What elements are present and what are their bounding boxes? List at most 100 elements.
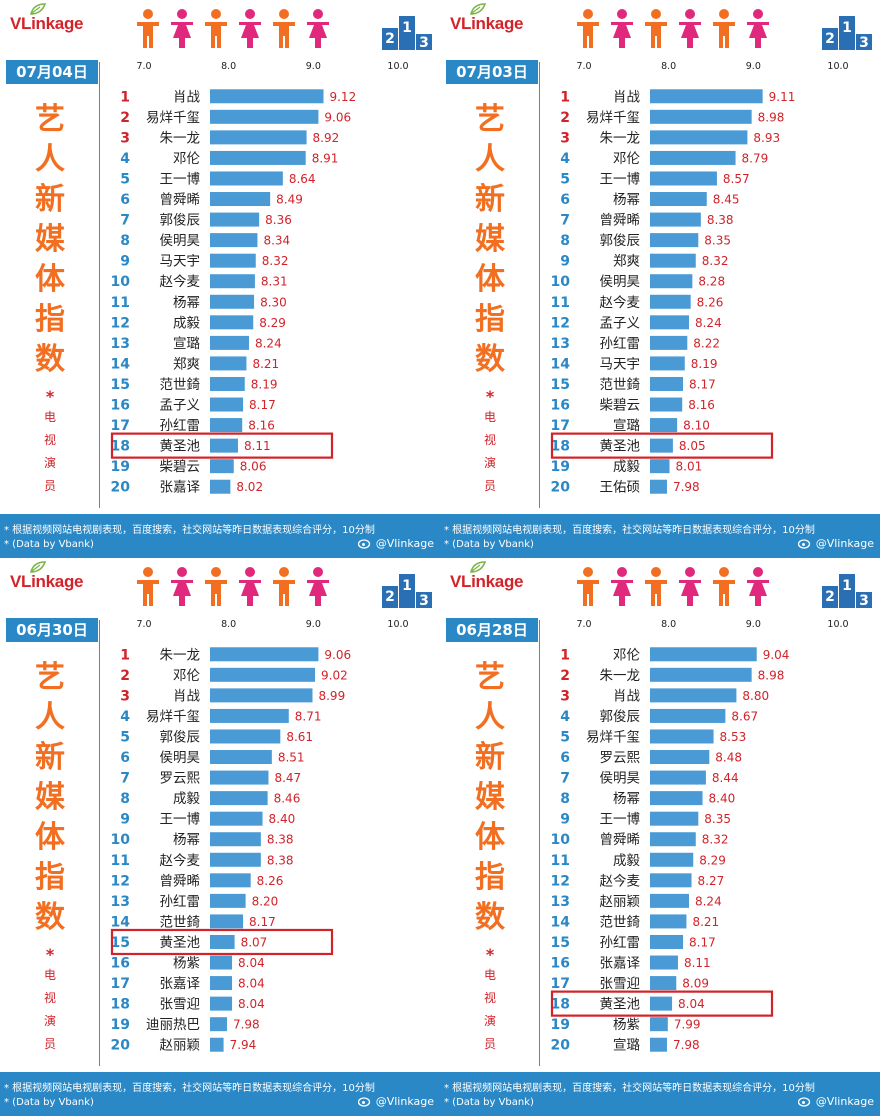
side-title-char: 人 <box>475 142 505 177</box>
score-bar <box>650 109 752 124</box>
score-bar <box>210 914 244 929</box>
side-subtitle-char: 视 <box>483 991 496 1005</box>
score-value: 8.32 <box>262 254 289 268</box>
score-value: 8.04 <box>238 956 265 970</box>
side-subtitle-char: 电 <box>483 968 496 982</box>
celebrity-name: 郭俊辰 <box>600 708 641 725</box>
score-bar <box>650 750 710 765</box>
weibo-handle-text: @Vlinkage <box>372 537 434 550</box>
score-value: 8.24 <box>695 316 722 330</box>
celebrity-name: 马天宇 <box>160 254 201 270</box>
score-value: 8.04 <box>678 997 705 1011</box>
celebrity-name: 杨紫 <box>173 956 200 972</box>
score-bar <box>650 253 696 268</box>
svg-text:3: 3 <box>859 593 869 608</box>
celebrity-name: 邓伦 <box>173 668 200 684</box>
side-title-char: 数 <box>35 342 65 377</box>
score-value: 8.98 <box>758 110 785 124</box>
score-value: 8.05 <box>679 439 706 453</box>
rank-number: 14 <box>551 356 571 372</box>
ranking-panel: VLinkage 2 1 3 06月30日艺人新媒体指数 * 电视演员 7.0 8.0 9.0 10… <box>0 558 440 1116</box>
side-title-char: 人 <box>475 700 505 735</box>
rank-number: 19 <box>111 1017 130 1033</box>
brand-name: VLinkage <box>10 14 84 33</box>
score-value: 7.98 <box>673 1038 700 1052</box>
celebrity-name: 杨紫 <box>613 1017 640 1033</box>
brand-logo: VLinkage <box>450 3 523 34</box>
side-subtitle-char: 演 <box>43 456 56 470</box>
score-value: 8.99 <box>318 689 345 703</box>
side-title-char: 指 <box>475 860 505 895</box>
score-value: 9.12 <box>329 90 356 104</box>
score-value: 9.11 <box>769 90 796 104</box>
side-subtitle: * 电视演员 <box>470 388 510 498</box>
rank-number: 11 <box>551 853 570 869</box>
side-subtitle-char: 电 <box>483 410 496 424</box>
rank-number: 1 <box>120 89 130 105</box>
x-tick-label: 10.0 <box>387 61 408 72</box>
score-bar <box>210 192 271 207</box>
x-tick-label: 9.0 <box>746 619 761 630</box>
score-bar <box>210 294 255 309</box>
score-value: 8.04 <box>238 997 265 1011</box>
celebrity-name: 黄圣池 <box>160 439 201 455</box>
side-subtitle: * 电视演员 <box>30 946 70 1056</box>
celebrity-name: 易烊千玺 <box>586 729 640 745</box>
x-tick-label: 10.0 <box>827 61 848 72</box>
score-value: 8.35 <box>704 234 731 248</box>
score-value: 8.26 <box>257 874 284 888</box>
score-bar <box>210 647 319 662</box>
highlight-box <box>550 432 774 459</box>
x-tick-label: 7.0 <box>136 619 151 630</box>
rank-number: 15 <box>551 935 570 951</box>
side-subtitle-char: 演 <box>483 1014 496 1028</box>
people-figures-icon <box>577 9 769 48</box>
celebrity-name: 柴碧云 <box>160 459 201 475</box>
celebrity-name: 邓伦 <box>613 151 641 167</box>
ranking-panel: VLinkage 2 1 3 07月04日艺人新媒体指数 * 电视演员 7.0 8.0 9.0 10… <box>0 0 440 558</box>
svg-text:3: 3 <box>859 35 869 50</box>
score-bar <box>210 811 263 826</box>
side-title-char: 数 <box>35 900 65 935</box>
celebrity-name: 易烊千玺 <box>146 110 200 126</box>
score-value: 8.36 <box>265 213 292 227</box>
score-value: 8.49 <box>276 193 303 207</box>
side-subtitle-char: * <box>45 387 55 406</box>
rank-number: 16 <box>551 398 570 414</box>
score-bar <box>650 873 692 888</box>
people-figures-icon <box>137 567 329 606</box>
score-bar <box>210 873 251 888</box>
rank-number: 3 <box>120 688 130 704</box>
score-bar <box>650 192 707 207</box>
celebrity-name: 杨幂 <box>173 832 200 848</box>
side-title-char: 体 <box>35 262 65 297</box>
rank-number: 5 <box>560 729 570 745</box>
celebrity-name: 杨幂 <box>613 791 640 807</box>
leaf-icon <box>30 3 46 15</box>
score-bar <box>210 1037 224 1052</box>
rank-number: 15 <box>111 377 130 393</box>
score-bar <box>650 397 683 412</box>
score-value: 8.45 <box>713 193 740 207</box>
score-bar <box>210 335 249 350</box>
rank-number: 15 <box>551 377 570 393</box>
rank-number: 2 <box>120 668 130 684</box>
celebrity-name: 杨幂 <box>173 295 200 311</box>
brand-name: VLinkage <box>10 572 84 591</box>
score-value: 8.38 <box>267 853 294 867</box>
score-value: 8.40 <box>269 812 296 826</box>
rank-number: 13 <box>551 894 570 910</box>
score-value: 9.06 <box>324 110 351 124</box>
celebrity-name: 罗云熙 <box>600 750 641 766</box>
score-bar <box>210 397 244 412</box>
score-value: 8.06 <box>240 460 267 474</box>
score-value: 8.32 <box>702 254 729 268</box>
celebrity-name: 赵丽颖 <box>160 1038 201 1054</box>
celebrity-name: 王一博 <box>160 811 201 828</box>
celebrity-name: 赵今麦 <box>600 873 641 889</box>
score-bar <box>210 996 233 1011</box>
score-value: 8.27 <box>698 874 725 888</box>
podium-icon: 213 <box>382 574 432 608</box>
side-title: 艺人新媒体指数 <box>30 658 70 938</box>
score-bar <box>210 315 254 330</box>
